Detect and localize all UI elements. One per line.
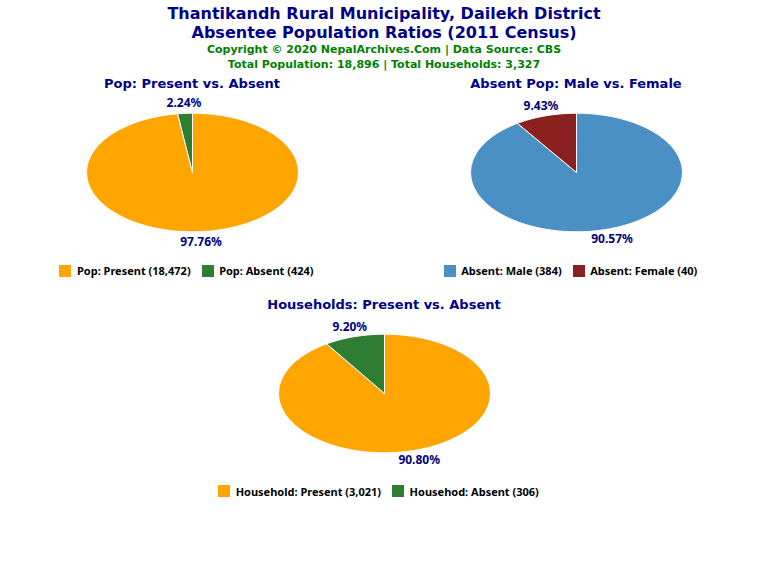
html-text:Pop: Present vs. Absent: Pop: Present vs. Absent [104, 76, 280, 91]
html-text:Total Population: 18,896 | Tot: Total Population: 18,896 | Total Househo… [227, 58, 541, 71]
html-text:Absent: Female (40): Absent: Female (40) [590, 263, 698, 278]
svg-text:9.43%: 9.43% [524, 97, 559, 114]
html-text:Household: Present (3,021): Household: Present (3,021) [235, 483, 382, 499]
html-text:Absent Pop: Male vs. Female: Absent Pop: Male vs. Female [470, 76, 682, 91]
html-text:Pop: Absent (424): Pop: Absent (424) [219, 263, 314, 278]
svg-text:97.76%: 97.76% [180, 233, 222, 250]
html-text:Absentee Population Ratios (20: Absentee Population Ratios (2011 Census) [191, 23, 577, 42]
svg-text:90.80%: 90.80% [398, 450, 440, 467]
svg-text:90.57%: 90.57% [591, 230, 633, 247]
html-text:Thantikandh Rural Municipality: Thantikandh Rural Municipality, Dailekh … [167, 4, 601, 23]
html-text:Househod: Absent (306): Househod: Absent (306) [409, 483, 539, 499]
svg-text:9.20%: 9.20% [332, 317, 367, 334]
html-text:Households: Present vs. Absent: Households: Present vs. Absent [267, 296, 501, 312]
html-text:Copyright © 2020 NepalArchives: Copyright © 2020 NepalArchives.Com | Dat… [206, 43, 562, 56]
svg-text:2.24%: 2.24% [167, 94, 202, 111]
html-text:Absent: Male (384): Absent: Male (384) [461, 263, 562, 278]
html-text:Pop: Present (18,472): Pop: Present (18,472) [77, 263, 191, 278]
